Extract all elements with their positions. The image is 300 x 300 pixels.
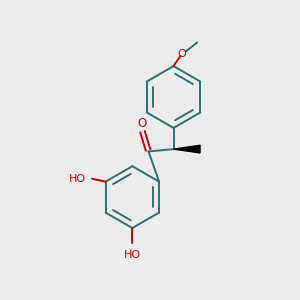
Text: HO: HO bbox=[124, 250, 141, 260]
Text: O: O bbox=[137, 117, 147, 130]
Polygon shape bbox=[174, 145, 200, 153]
Text: O: O bbox=[177, 49, 186, 59]
Text: HO: HO bbox=[69, 174, 86, 184]
